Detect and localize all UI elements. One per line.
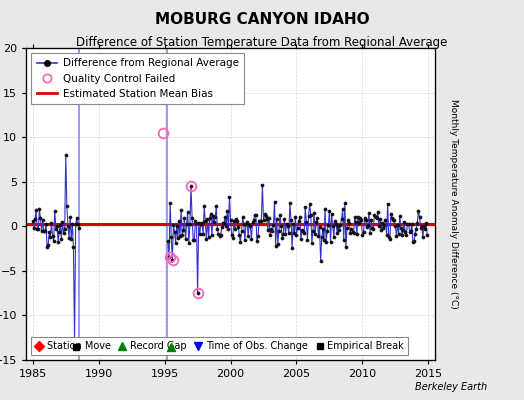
Legend: Station Move, Record Gap, Time of Obs. Change, Empirical Break: Station Move, Record Gap, Time of Obs. C… [31, 337, 408, 355]
Text: Berkeley Earth: Berkeley Earth [415, 382, 487, 392]
Text: Difference of Station Temperature Data from Regional Average: Difference of Station Temperature Data f… [77, 36, 447, 49]
Text: MOBURG CANYON IDAHO: MOBURG CANYON IDAHO [155, 12, 369, 27]
Y-axis label: Monthly Temperature Anomaly Difference (°C): Monthly Temperature Anomaly Difference (… [449, 99, 458, 309]
